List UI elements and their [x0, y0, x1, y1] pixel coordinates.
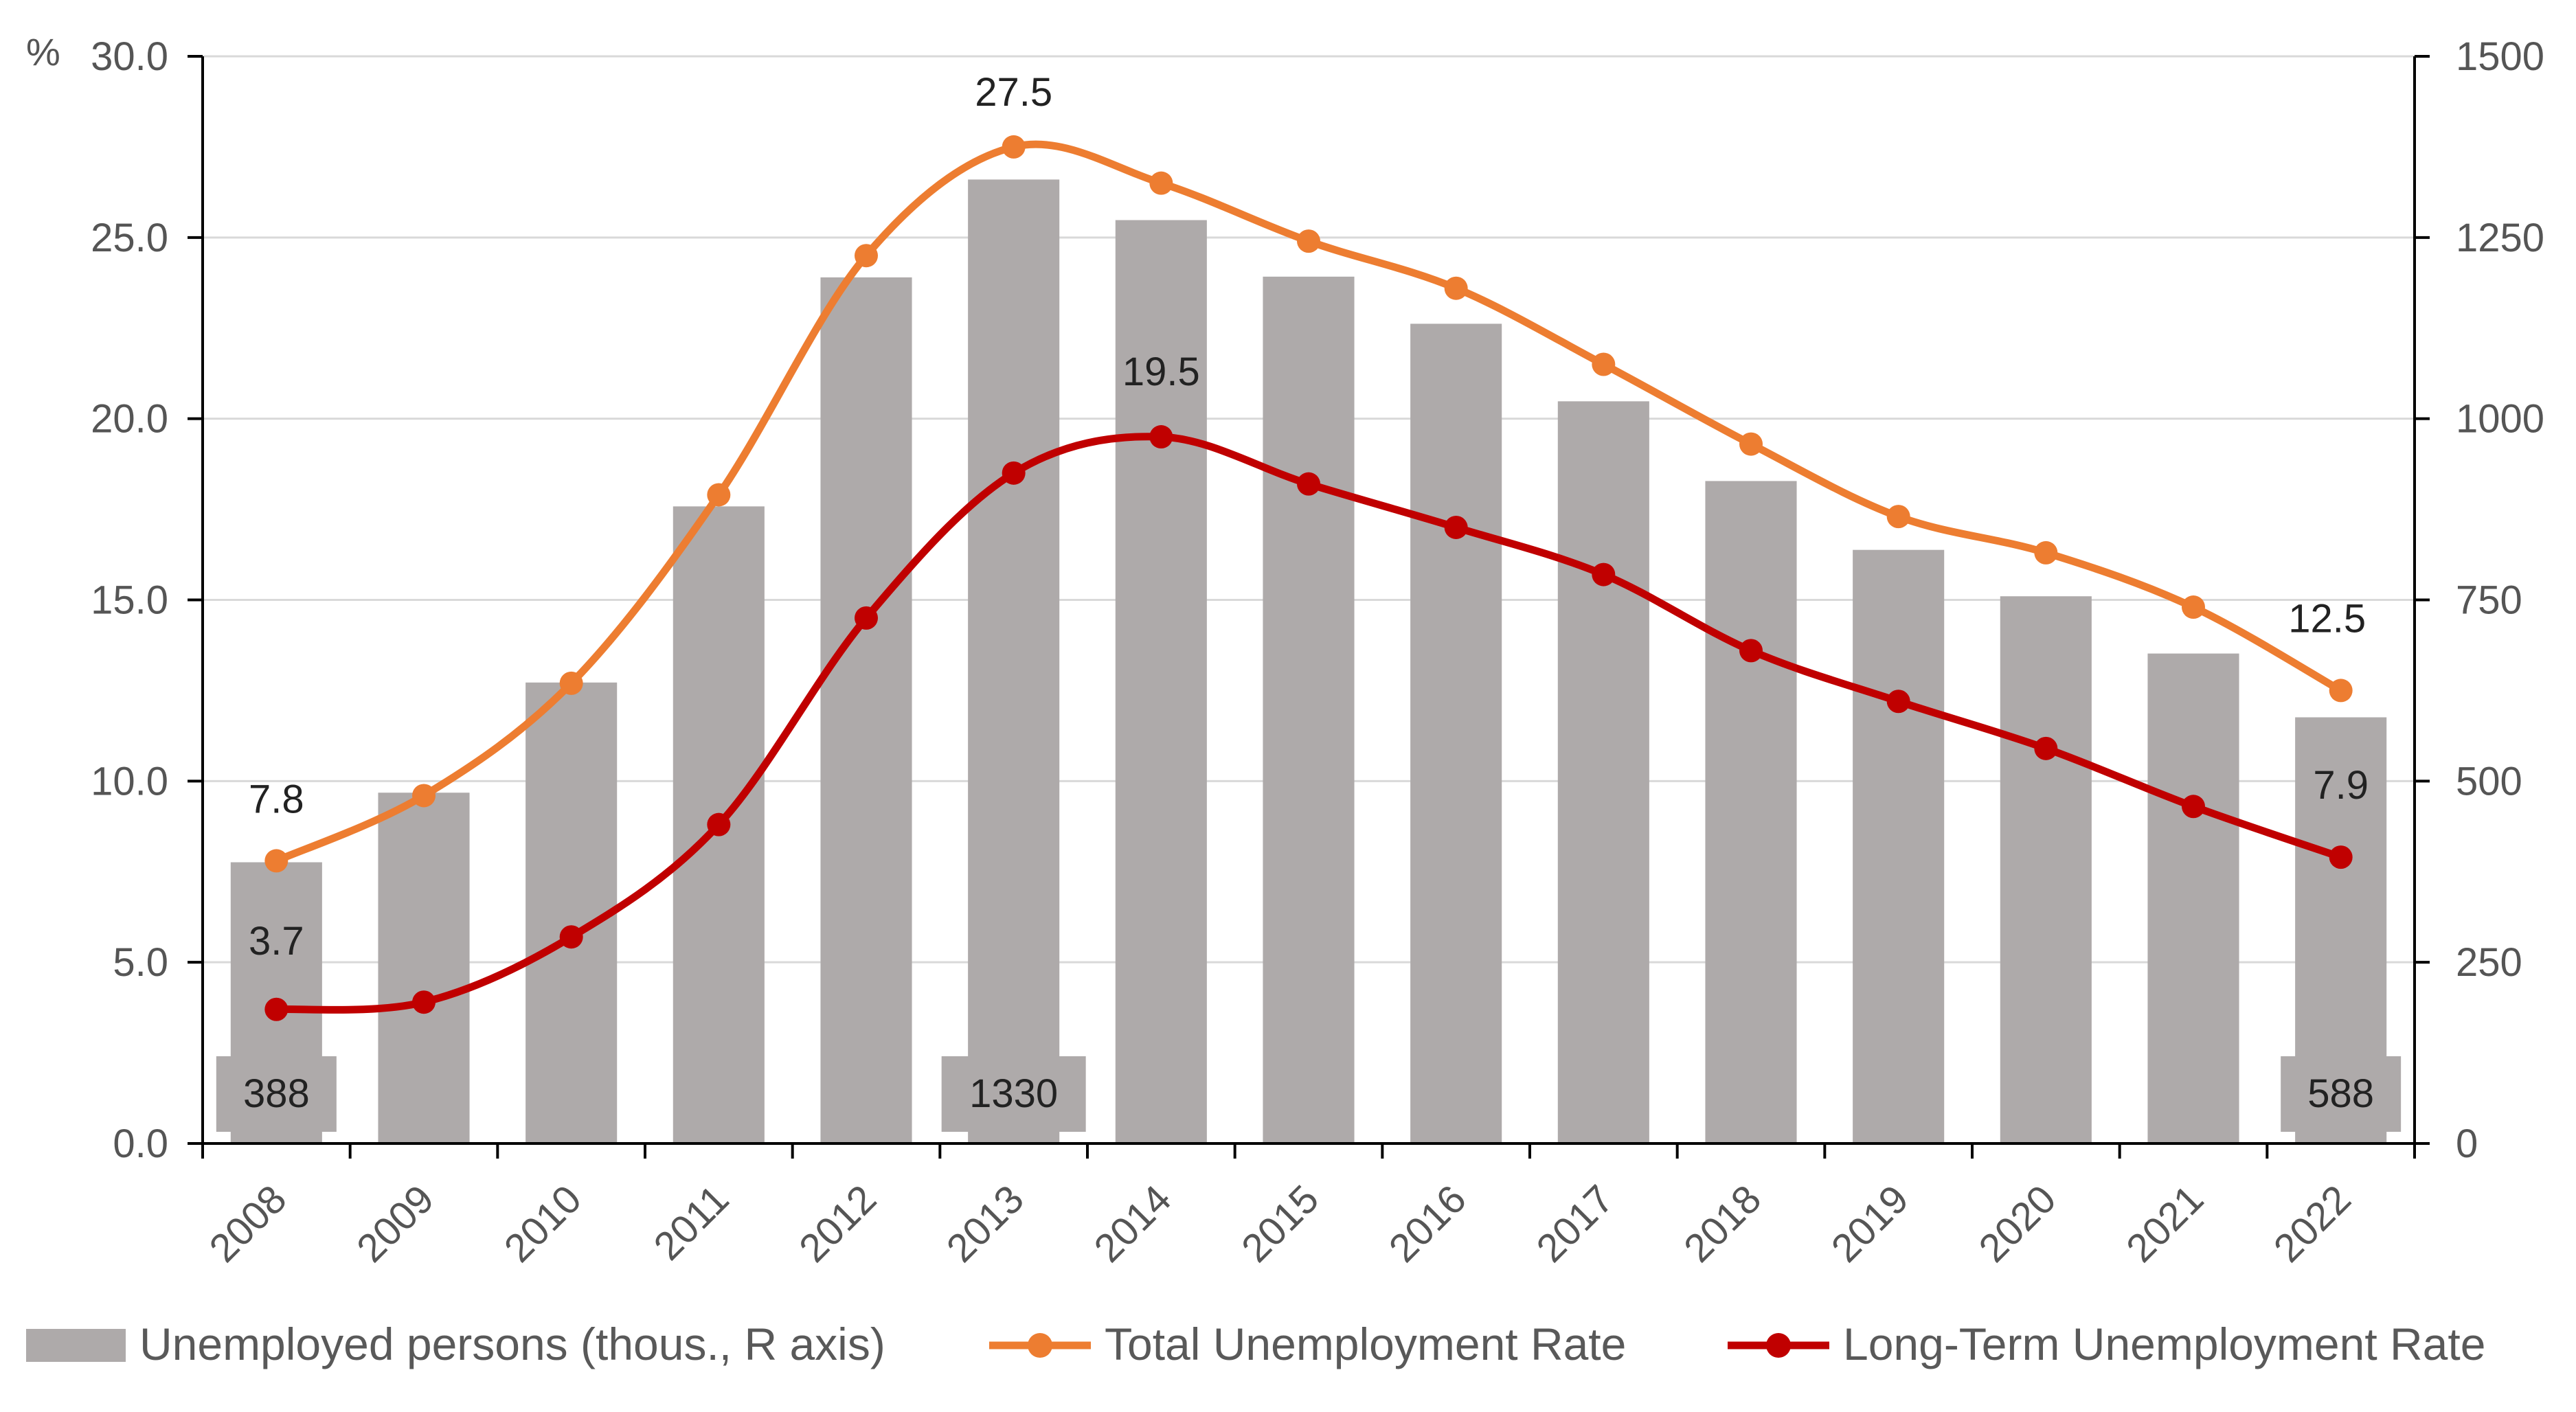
- bar-2010: [526, 682, 618, 1143]
- marker-2011: [707, 812, 731, 836]
- data-labels: 388 1330 588 7.8 27.5 12.5 3.7 19.5 7.9: [216, 70, 2402, 1132]
- bar-data-label-box: [216, 1056, 337, 1132]
- x-axis-tick-label: 2014: [1085, 1176, 1179, 1271]
- marker-2012: [855, 244, 878, 268]
- marker-2013: [1002, 135, 1026, 159]
- marker-2017: [1592, 562, 1616, 587]
- right-axis-tick-label: 0: [2456, 1121, 2478, 1166]
- line-series: [264, 135, 2353, 1021]
- line-long-term-unemployment-rate: [272, 433, 2345, 1014]
- marker-2014: [1149, 171, 1173, 195]
- left-axis-tick-label: 5.0: [113, 940, 168, 985]
- left-axis-tick-label: 10.0: [91, 759, 168, 804]
- x-axis-tick-label: 2021: [2118, 1176, 2212, 1271]
- marker-2012: [855, 606, 878, 630]
- legend-swatch-marker: [1028, 1333, 1052, 1358]
- bar-2015: [1263, 276, 1355, 1144]
- marker-2018: [1739, 639, 1763, 663]
- total-rate-data-label: 7.8: [249, 777, 304, 821]
- bar-2013: [968, 179, 1060, 1143]
- bar-2019: [1853, 549, 1945, 1143]
- x-axis-tick-label: 2012: [791, 1176, 885, 1271]
- bar-2018: [1705, 481, 1797, 1143]
- x-axis-tick-label: 2022: [2266, 1176, 2360, 1271]
- right-axis-tick-label: 500: [2456, 759, 2522, 804]
- x-axis-tick-label: 2013: [938, 1176, 1032, 1271]
- legend-label: Unemployed persons (thous., R axis): [139, 1319, 885, 1369]
- x-axis-tick-label: 2017: [1528, 1176, 1622, 1271]
- left-axis-tick-label: 15.0: [91, 578, 168, 623]
- x-axis-tick-label: 2019: [1823, 1176, 1917, 1271]
- bar-data-label: 1330: [969, 1071, 1058, 1116]
- marker-2014: [1149, 425, 1173, 449]
- bar-2014: [1115, 220, 1207, 1143]
- marker-2011: [707, 483, 731, 507]
- marker-2019: [1886, 690, 1910, 714]
- total-rate-data-label: 12.5: [2288, 596, 2366, 641]
- marker-2008: [264, 849, 289, 873]
- x-axis-tick-label: 2020: [1970, 1176, 2064, 1271]
- marker-2013: [1002, 461, 1026, 485]
- bar-data-label: 588: [2307, 1071, 2374, 1116]
- long-term-rate-data-label: 7.9: [2313, 763, 2369, 808]
- marker-2021: [2182, 595, 2205, 619]
- right-axis-tick-label: 750: [2456, 578, 2522, 623]
- legend-label: Total Unemployment Rate: [1105, 1319, 1626, 1369]
- marker-2008: [264, 997, 289, 1021]
- left-axis-tick-label: 30.0: [91, 34, 168, 79]
- marker-2020: [2034, 540, 2058, 565]
- x-axis-tick-label: 2011: [645, 1176, 737, 1268]
- x-axis-tick-label: 2016: [1381, 1176, 1475, 1271]
- legend-swatch-marker: [1766, 1333, 1791, 1358]
- marker-2015: [1297, 229, 1320, 253]
- x-axis-tick-label: 2008: [201, 1176, 295, 1271]
- bar-2016: [1410, 323, 1502, 1144]
- bar-series-unemployed-persons: [230, 179, 2387, 1144]
- bar-2017: [1557, 401, 1649, 1144]
- x-axis-tick-label: 2010: [496, 1176, 590, 1271]
- legend-swatch-bar: [26, 1329, 126, 1362]
- left-axis-tick-label: 20.0: [91, 397, 168, 442]
- bar-2009: [378, 793, 470, 1143]
- marker-2022: [2329, 845, 2353, 869]
- x-axis-tick-label: 2015: [1233, 1176, 1327, 1271]
- marker-2010: [559, 925, 583, 949]
- long-term-rate-data-label: 19.5: [1122, 350, 1200, 394]
- marker-2018: [1739, 432, 1763, 456]
- left-axis-tick-label: 25.0: [91, 216, 168, 260]
- x-axis-tick-label: 2018: [1675, 1176, 1770, 1271]
- left-axis-tick-label: 0.0: [113, 1121, 168, 1166]
- marker-2016: [1444, 515, 1468, 539]
- long-term-rate-data-label: 3.7: [249, 919, 304, 964]
- total-rate-data-label: 27.5: [975, 70, 1052, 115]
- right-axis-tick-label: 250: [2456, 940, 2522, 985]
- marker-2020: [2034, 736, 2058, 760]
- marker-2017: [1592, 352, 1616, 376]
- bar-data-label-box: [941, 1056, 1086, 1132]
- x-axis-tick-label: 2009: [348, 1176, 442, 1271]
- legend-label: Long-Term Unemployment Rate: [1843, 1319, 2485, 1369]
- bar-data-label: 388: [243, 1071, 310, 1116]
- legend: Unemployed persons (thous., R axis) Total…: [26, 1319, 2485, 1369]
- marker-2009: [412, 990, 436, 1014]
- left-axis-unit-label: %: [26, 30, 60, 73]
- right-axis-tick-label: 1500: [2456, 34, 2544, 79]
- marker-2022: [2329, 679, 2353, 703]
- marker-2021: [2182, 795, 2205, 819]
- marker-2019: [1886, 505, 1910, 529]
- marker-2016: [1444, 276, 1468, 300]
- right-axis-tick-label: 1000: [2456, 397, 2544, 442]
- bar-2020: [2000, 596, 2092, 1143]
- marker-2009: [412, 784, 436, 808]
- line-total-unemployment-rate: [272, 140, 2345, 865]
- marker-2010: [559, 671, 583, 695]
- bar-2012: [820, 277, 912, 1143]
- right-axis-tick-label: 1250: [2456, 216, 2544, 260]
- bar-data-label-box: [2281, 1056, 2402, 1132]
- bar-2021: [2147, 653, 2239, 1143]
- marker-2015: [1297, 472, 1320, 496]
